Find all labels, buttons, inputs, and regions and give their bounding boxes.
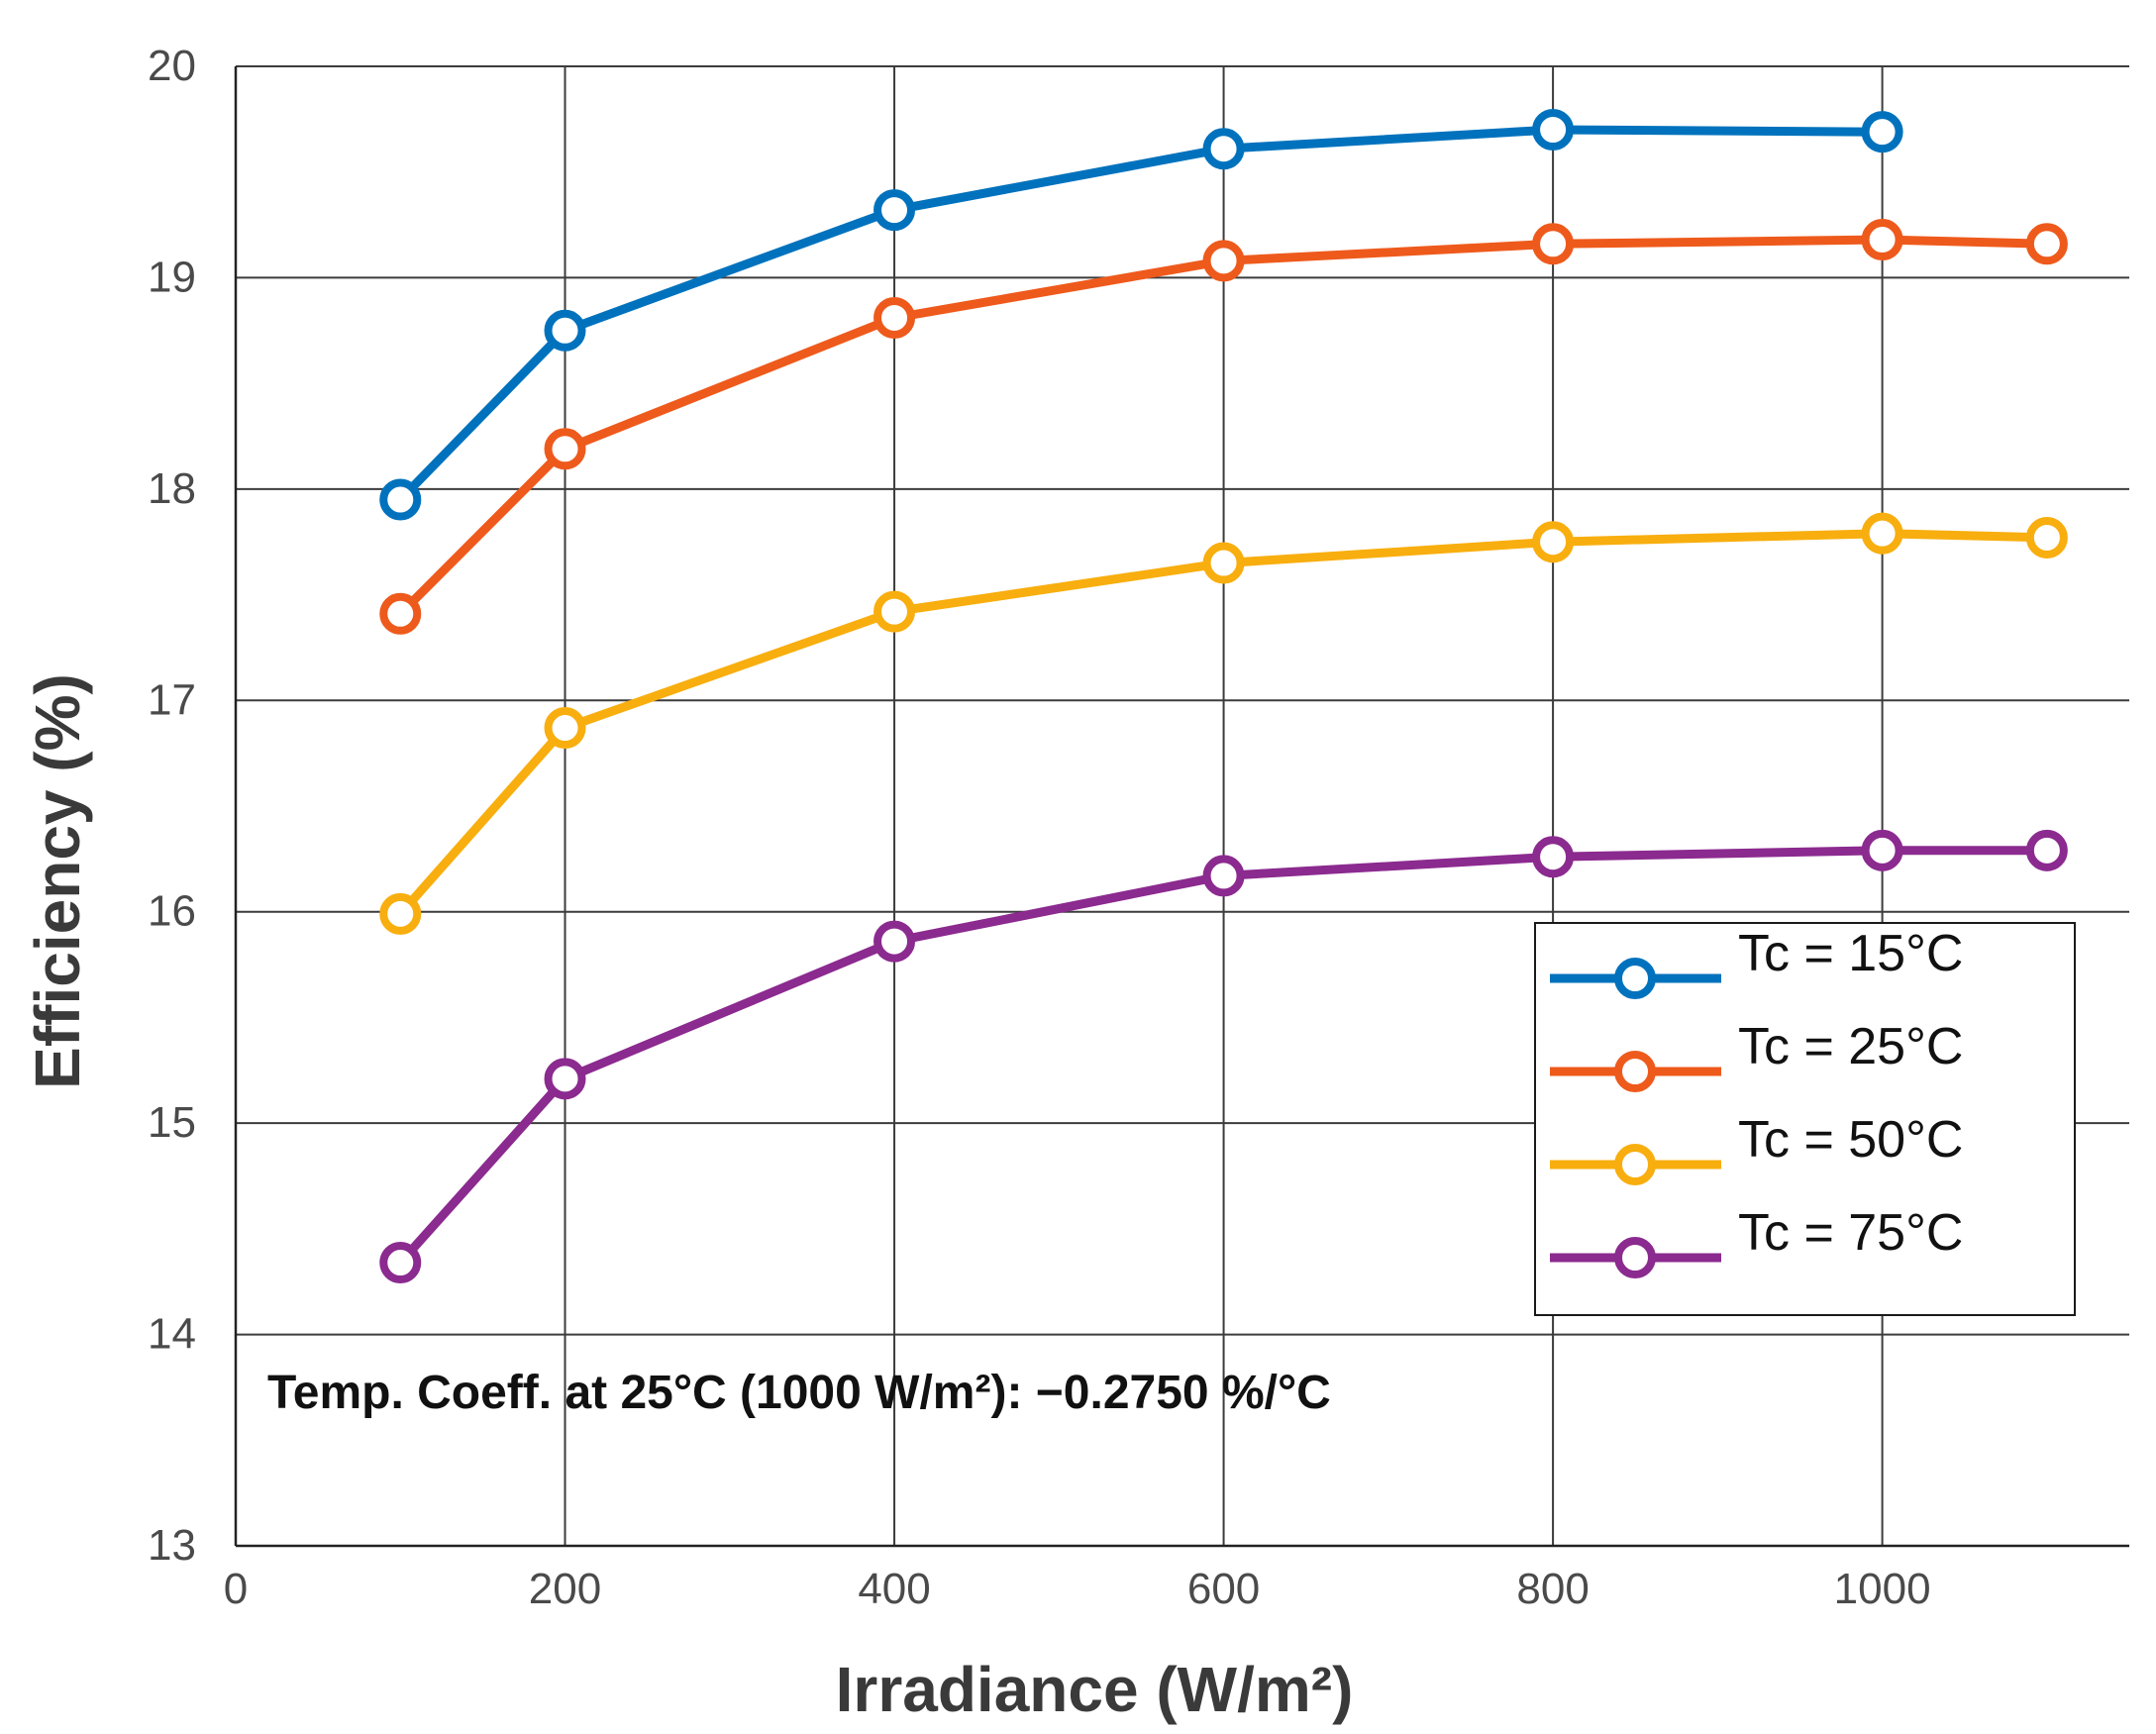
legend-label: Tc = 75°C	[1738, 1204, 1963, 1262]
y-tick-label: 17	[148, 675, 196, 724]
data-point	[379, 478, 422, 521]
y-tick-label: 15	[148, 1098, 196, 1147]
data-point	[379, 592, 422, 635]
y-tick-label: 13	[148, 1521, 196, 1570]
data-point	[873, 189, 916, 232]
series-2	[379, 219, 2068, 635]
data-point	[1532, 521, 1575, 563]
data-point	[544, 309, 586, 352]
data-point	[2025, 516, 2068, 559]
legend: Tc = 15°C Tc = 25°C Tc = 50°C Tc = 75°C	[1534, 922, 2076, 1316]
data-point	[873, 920, 916, 963]
data-point	[1532, 836, 1575, 878]
temperature-coefficient-annotation: Temp. Coeff. at 25°C (1000 W/m²): −0.275…	[267, 1367, 1331, 1419]
data-point	[379, 892, 422, 935]
legend-marker	[1614, 958, 1656, 999]
x-tick-label: 0	[224, 1565, 248, 1613]
data-point	[1861, 219, 1903, 261]
y-tick-label: 19	[148, 253, 196, 301]
data-point	[1861, 829, 1903, 871]
series-1	[379, 109, 1903, 521]
y-tick-label: 16	[148, 887, 196, 936]
series-3	[379, 512, 2068, 935]
data-point	[1202, 240, 1245, 282]
x-axis-title: Irradiance (W/m²)	[836, 1654, 1354, 1725]
data-point	[379, 1242, 422, 1284]
x-tick-label: 1000	[1834, 1565, 1931, 1613]
data-point	[2025, 829, 2068, 871]
data-point	[1202, 855, 1245, 897]
legend-label: Tc = 25°C	[1738, 1018, 1963, 1075]
series	[379, 109, 2068, 1284]
data-point	[544, 1058, 586, 1100]
data-point	[1861, 111, 1903, 153]
data-point	[1532, 109, 1575, 152]
data-point	[873, 296, 916, 339]
x-tick-label: 600	[1187, 1565, 1260, 1613]
data-point	[1532, 223, 1575, 265]
y-tick-label: 18	[148, 464, 196, 513]
data-point	[873, 590, 916, 633]
data-point	[544, 428, 586, 470]
legend-marker	[1614, 1051, 1656, 1092]
x-tick-label: 400	[858, 1565, 930, 1613]
data-point	[544, 707, 586, 750]
data-point	[2025, 223, 2068, 265]
y-tick-label: 20	[148, 42, 196, 90]
series-4	[379, 829, 2068, 1284]
data-point	[1861, 512, 1903, 555]
legend-label: Tc = 15°C	[1738, 925, 1963, 982]
x-tick-label: 800	[1516, 1565, 1589, 1613]
y-tick-label: 14	[148, 1310, 196, 1359]
y-axis-title: Efficiency (%)	[22, 673, 93, 1089]
legend-marker	[1614, 1144, 1656, 1185]
legend-marker	[1614, 1237, 1656, 1278]
legend-label: Tc = 50°C	[1738, 1111, 1963, 1169]
x-tick-label: 200	[529, 1565, 601, 1613]
data-point	[1202, 542, 1245, 584]
series-line	[395, 125, 1888, 504]
data-point	[1202, 128, 1245, 170]
